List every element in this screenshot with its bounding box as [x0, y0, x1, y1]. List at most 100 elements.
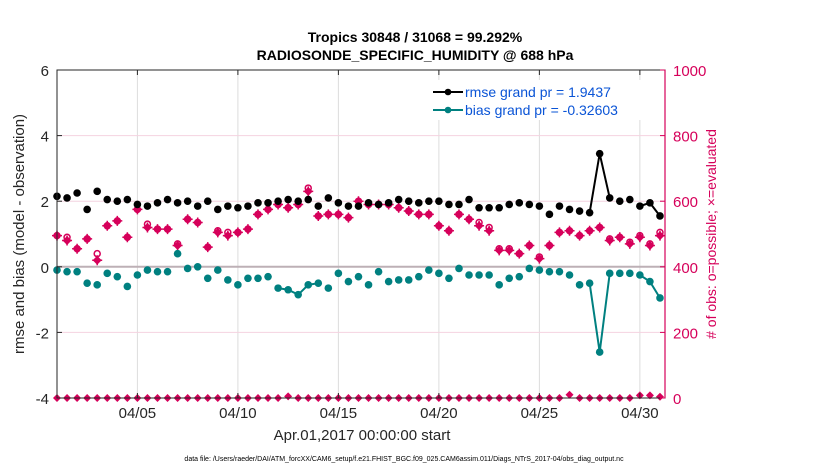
obs-evaluated-cross: [152, 224, 163, 235]
bias-point: [153, 267, 162, 276]
bias-point: [183, 264, 192, 273]
rmse-point: [465, 195, 473, 204]
obs-evaluated-cross: [453, 209, 464, 220]
rmse-point: [213, 205, 222, 214]
bias-point: [485, 271, 493, 279]
obs-evaluated-cross: [464, 214, 475, 225]
bias-point: [525, 264, 534, 273]
bias-point: [224, 276, 232, 284]
series-obs-baseline: [53, 390, 664, 402]
series-obs-evaluated: [52, 186, 665, 266]
obs-evaluated-cross: [644, 240, 655, 251]
rmse-point: [545, 210, 554, 219]
obs-evaluated-cross: [604, 235, 615, 246]
obs-evaluated-cross: [634, 232, 645, 243]
bias-point: [304, 281, 313, 289]
rmse-point: [274, 197, 282, 205]
bias-point: [595, 348, 604, 356]
obs-evaluated-cross: [554, 227, 565, 238]
rmse-point: [63, 194, 71, 202]
rmse-point: [495, 203, 503, 212]
bias-point: [636, 271, 644, 279]
x-tick-label: 04/10: [219, 405, 257, 422]
bias-point: [133, 271, 142, 279]
obs-baseline-point: [645, 391, 654, 400]
y-axis-label: rmse and bias (model - observation): [11, 114, 28, 354]
y-tick-label: 6: [41, 63, 49, 80]
bias-point: [445, 274, 453, 283]
obs-evaluated-cross: [62, 235, 73, 246]
bias-point: [93, 281, 101, 289]
bias-point: [455, 264, 463, 273]
y-right-tick-label: 800: [673, 129, 698, 146]
plot-marks: [52, 149, 665, 402]
x-tick-label: 04/25: [521, 405, 559, 422]
rmse-point: [646, 199, 654, 207]
rmse-point: [485, 203, 493, 212]
rmse-point: [123, 195, 132, 204]
obs-evaluated-cross: [624, 238, 635, 249]
bias-point: [515, 272, 524, 281]
rmse-point: [103, 195, 112, 204]
rmse-point: [354, 202, 363, 210]
x-tick-label: 04/20: [420, 405, 458, 422]
obs-evaluated-cross: [564, 225, 575, 236]
obs-evaluated-cross: [212, 227, 223, 238]
rmse-point: [384, 199, 393, 207]
bias-point: [545, 267, 554, 276]
rmse-point: [284, 195, 292, 204]
rmse-point: [585, 208, 594, 217]
rmse-point: [294, 197, 302, 205]
y-right-tick-label: 200: [673, 325, 698, 342]
obs-evaluated-cross: [242, 224, 253, 235]
bias-point: [113, 272, 122, 281]
obs-evaluated-cross: [72, 243, 83, 254]
rmse-point: [425, 197, 433, 205]
bias-point: [646, 277, 654, 286]
obs-evaluated-cross: [142, 222, 153, 233]
obs-evaluated-cross: [313, 210, 324, 221]
rmse-point: [555, 202, 564, 210]
bias-point: [254, 274, 262, 283]
data-file-footnote: data file: /Users/raeder/DAI/ATM_forcXX/…: [184, 456, 624, 463]
legend-entry-rmse: rmse grand pr = 1.9437: [433, 84, 611, 100]
obs-evaluated-cross: [534, 253, 545, 264]
x-tick-label: 04/15: [320, 405, 358, 422]
y-right-tick-label: 600: [673, 194, 698, 211]
rmse-point: [394, 195, 403, 204]
rmse-point: [203, 197, 212, 205]
rmse-point: [83, 205, 91, 214]
obs-baseline-point: [284, 392, 293, 401]
bias-point: [364, 281, 373, 289]
obs-evaluated-cross: [484, 225, 495, 236]
rmse-point: [264, 199, 272, 207]
y-right-tick-label: 0: [673, 391, 681, 408]
obs-evaluated-cross: [303, 186, 314, 197]
bias-point: [404, 276, 413, 284]
bias-point: [234, 281, 242, 289]
rmse-point: [515, 199, 524, 207]
obs-evaluated-cross: [594, 222, 605, 233]
rmse-point: [636, 202, 644, 210]
bias-point: [203, 274, 212, 283]
rmse-point: [133, 200, 142, 209]
rmse-point: [314, 202, 323, 210]
bias-point: [465, 271, 473, 279]
bias-point: [284, 285, 292, 294]
obs-evaluated-cross: [102, 220, 113, 231]
obs-evaluated-cross: [82, 233, 93, 244]
rmse-point: [113, 197, 122, 205]
bias-point: [324, 284, 333, 292]
legend-entry-bias: bias grand pr = -0.32603: [433, 102, 618, 118]
obs-evaluated-cross: [423, 209, 434, 220]
obs-evaluated-cross: [544, 240, 555, 251]
obs-baseline-point: [565, 390, 574, 399]
obs-evaluated-cross: [433, 220, 444, 231]
bias-point: [264, 272, 272, 281]
obs-evaluated-cross: [192, 217, 203, 228]
y-tick-label: 4: [41, 129, 49, 146]
legend-box: [420, 80, 664, 120]
bias-point: [414, 272, 423, 281]
y-right-tick-label: 1000: [673, 63, 706, 80]
